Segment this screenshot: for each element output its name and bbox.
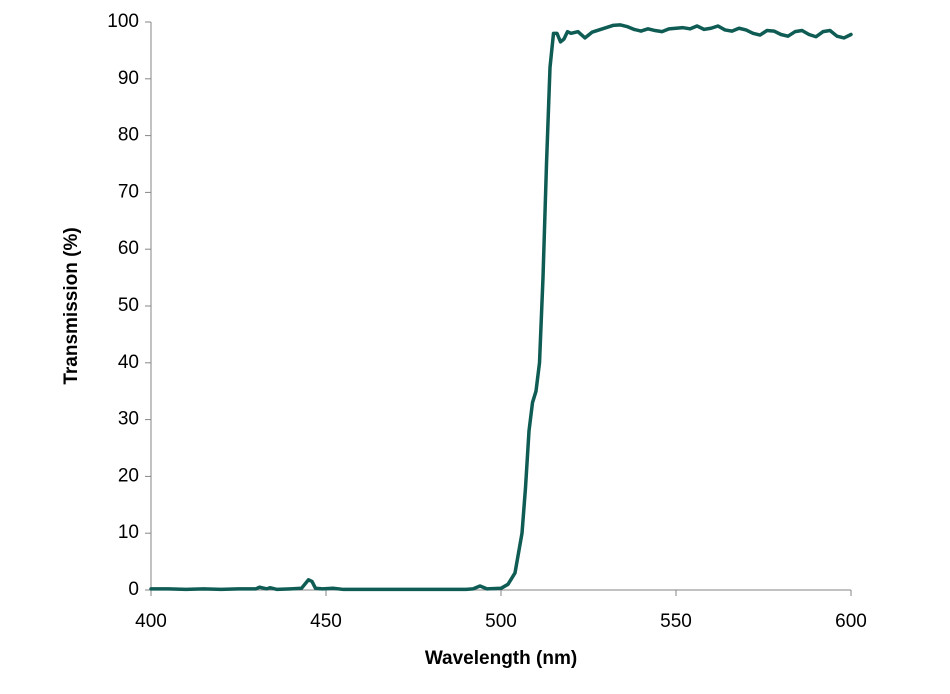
y-tick-label: 20 — [118, 465, 139, 486]
y-axis-title: Transmission (%) — [61, 227, 82, 384]
y-tick-label: 90 — [118, 68, 139, 89]
y-tick-label: 0 — [128, 579, 139, 600]
y-tick-label: 40 — [118, 352, 139, 373]
x-tick-label: 400 — [135, 611, 167, 632]
x-tick-label: 500 — [485, 611, 517, 632]
y-tick-label: 30 — [118, 409, 139, 430]
y-tick-label: 50 — [118, 295, 139, 316]
x-tick-label: 550 — [660, 611, 692, 632]
y-tick-label: 60 — [118, 238, 139, 259]
y-tick-label: 100 — [107, 11, 139, 32]
y-tick-label: 70 — [118, 181, 139, 202]
data-line — [149, 23, 853, 592]
y-tick-label: 80 — [118, 125, 139, 146]
x-tick-label: 600 — [835, 611, 867, 632]
x-tick-label: 450 — [310, 611, 342, 632]
x-axis-title: Wavelength (nm) — [425, 648, 577, 669]
y-tick-label: 10 — [118, 522, 139, 543]
